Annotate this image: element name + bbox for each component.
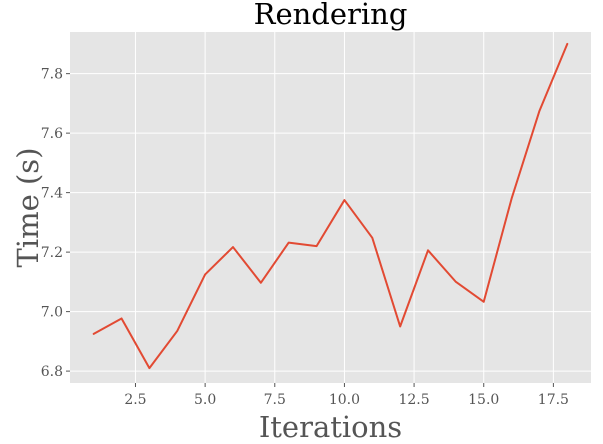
y-tick-label: 7.0 (41, 305, 63, 321)
x-tick-label: 2.5 (124, 392, 146, 408)
y-tick-label: 7.8 (41, 67, 63, 83)
x-tick-label: 12.5 (398, 392, 429, 408)
x-tick-label: 7.5 (264, 392, 286, 408)
chart-title: Rendering (254, 0, 408, 31)
plot-area-background (70, 32, 591, 383)
series-line (92, 42, 569, 370)
y-axis-label: Time (s) (11, 147, 45, 267)
x-tick-label: 15.0 (468, 392, 499, 408)
y-tick-label: 7.4 (41, 186, 63, 202)
x-axis-label: Iterations (259, 410, 402, 444)
x-tick-label: 10.0 (329, 392, 360, 408)
axis-ticks: 2.5 5.0 7.5 10.0 12.5 15.0 17.5 6.8 7.0 7.2 7.4 7.6… (41, 67, 569, 408)
x-tick-label: 17.5 (538, 392, 569, 408)
y-tick-label: 7.6 (41, 126, 63, 142)
grid-lines (70, 32, 591, 383)
y-tick-label: 6.8 (41, 364, 63, 380)
y-tick-label: 7.2 (41, 245, 63, 261)
x-tick-label: 5.0 (194, 392, 216, 408)
series-layer (92, 42, 569, 370)
